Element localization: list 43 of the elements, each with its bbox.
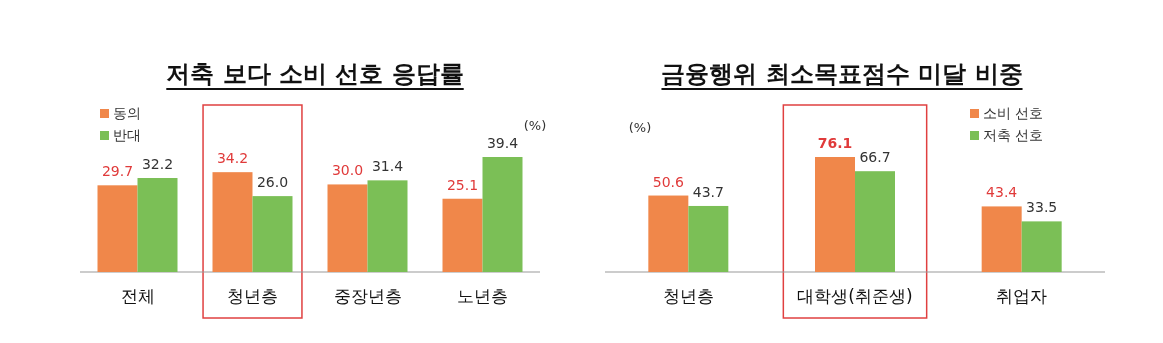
text: (%): [628, 120, 652, 135]
data-label: 34.2: [216, 150, 249, 167]
x-tick-label: 노년층: [457, 286, 508, 306]
chart-title: 저축 보다 소비 선호 응답률: [166, 60, 464, 88]
legend-label: 저축 선호: [983, 127, 1044, 143]
x-tick-label: 취업자: [996, 286, 1048, 306]
bar: [367, 180, 408, 272]
x-tick-label: 청년층: [227, 286, 278, 306]
bar: [855, 171, 895, 272]
chart-title: 금융행위 최소목표점수 미달 비중: [661, 60, 1023, 88]
data-label: 43.7: [692, 183, 724, 200]
text: (%): [523, 118, 547, 133]
data-label: 33.5: [1026, 199, 1058, 216]
data-label: 76.1: [817, 135, 853, 151]
bar: [482, 157, 523, 272]
legend-label: 소비 선호: [983, 105, 1044, 121]
data-label: 25.1: [446, 176, 479, 193]
bar: [688, 205, 729, 272]
bar: [981, 206, 1022, 272]
data-label: 39.4: [486, 135, 519, 151]
bar: [1021, 221, 1062, 272]
data-label: 32.2: [141, 156, 174, 173]
data-label: 30.0: [331, 162, 364, 179]
x-tick-label: 대학생(취준생): [797, 286, 913, 306]
x-tick-label: 청년층: [662, 286, 714, 306]
bar: [648, 195, 689, 272]
data-label: 50.6: [652, 173, 685, 190]
data-label: 43.4: [986, 184, 1018, 201]
data-label: 26.0: [256, 174, 289, 191]
bar: [252, 196, 293, 272]
x-tick-label: 전체: [120, 286, 155, 306]
bar: [815, 157, 855, 272]
data-label: 29.7: [101, 163, 134, 180]
bar: [97, 185, 138, 272]
legend-label: 반대: [113, 127, 141, 143]
x-tick-label: 중장년층: [333, 286, 402, 306]
bar: [212, 172, 253, 272]
data-label: 31.4: [371, 158, 404, 175]
legend-label: 동의: [113, 105, 141, 121]
data-label: 66.7: [859, 149, 891, 166]
bar: [442, 198, 483, 272]
bar: [327, 184, 368, 272]
bar: [137, 178, 178, 272]
